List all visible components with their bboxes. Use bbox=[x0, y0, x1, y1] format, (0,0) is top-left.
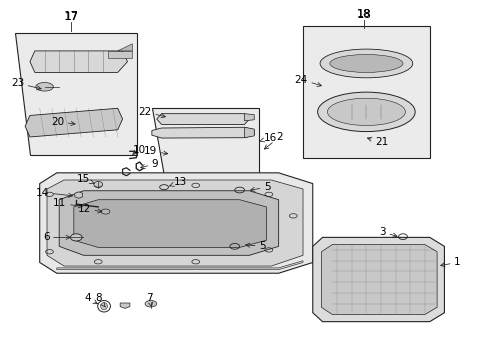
Polygon shape bbox=[15, 33, 137, 155]
Ellipse shape bbox=[94, 181, 102, 187]
Text: 4: 4 bbox=[84, 293, 97, 304]
Text: 11: 11 bbox=[53, 198, 82, 208]
Text: 20: 20 bbox=[51, 117, 75, 127]
Text: 5: 5 bbox=[250, 182, 270, 192]
Polygon shape bbox=[57, 261, 303, 270]
Polygon shape bbox=[120, 303, 130, 309]
Polygon shape bbox=[157, 114, 249, 125]
Text: 23: 23 bbox=[11, 78, 41, 90]
Polygon shape bbox=[108, 51, 132, 58]
Ellipse shape bbox=[101, 303, 107, 310]
Text: 17: 17 bbox=[64, 12, 78, 22]
Text: 6: 6 bbox=[43, 232, 70, 242]
Ellipse shape bbox=[320, 49, 412, 78]
Text: 5: 5 bbox=[245, 241, 265, 251]
Ellipse shape bbox=[70, 234, 82, 241]
Text: 16: 16 bbox=[259, 133, 277, 143]
Polygon shape bbox=[59, 191, 278, 255]
Ellipse shape bbox=[329, 54, 402, 72]
Text: 21: 21 bbox=[366, 137, 387, 147]
Text: 18: 18 bbox=[356, 9, 370, 19]
Polygon shape bbox=[74, 200, 266, 247]
Text: 2: 2 bbox=[264, 132, 282, 149]
Text: 19: 19 bbox=[143, 146, 167, 156]
Text: 18: 18 bbox=[356, 8, 371, 21]
Text: 8: 8 bbox=[95, 293, 105, 307]
Text: 22: 22 bbox=[138, 107, 165, 118]
Text: 1: 1 bbox=[440, 257, 460, 267]
Polygon shape bbox=[75, 192, 82, 198]
Text: 10: 10 bbox=[132, 144, 145, 154]
Ellipse shape bbox=[145, 301, 157, 307]
Polygon shape bbox=[244, 114, 254, 121]
Text: 13: 13 bbox=[169, 177, 187, 187]
Polygon shape bbox=[30, 51, 127, 72]
Ellipse shape bbox=[101, 209, 110, 214]
Polygon shape bbox=[25, 108, 122, 137]
Ellipse shape bbox=[317, 92, 414, 132]
Ellipse shape bbox=[327, 98, 405, 126]
Polygon shape bbox=[40, 173, 312, 273]
Polygon shape bbox=[312, 237, 444, 321]
Polygon shape bbox=[321, 244, 436, 315]
Polygon shape bbox=[152, 127, 254, 138]
Text: 14: 14 bbox=[36, 188, 73, 198]
Text: 3: 3 bbox=[379, 227, 396, 237]
Bar bbox=[303, 26, 429, 158]
Ellipse shape bbox=[36, 82, 53, 91]
Text: 24: 24 bbox=[294, 75, 321, 86]
Polygon shape bbox=[244, 127, 254, 138]
Text: 7: 7 bbox=[146, 293, 152, 307]
Text: 12: 12 bbox=[78, 204, 102, 214]
Text: 9: 9 bbox=[141, 159, 158, 169]
Text: 15: 15 bbox=[77, 174, 94, 184]
Polygon shape bbox=[47, 180, 303, 266]
Text: 17: 17 bbox=[64, 10, 79, 23]
Polygon shape bbox=[152, 108, 259, 176]
Polygon shape bbox=[118, 44, 132, 51]
